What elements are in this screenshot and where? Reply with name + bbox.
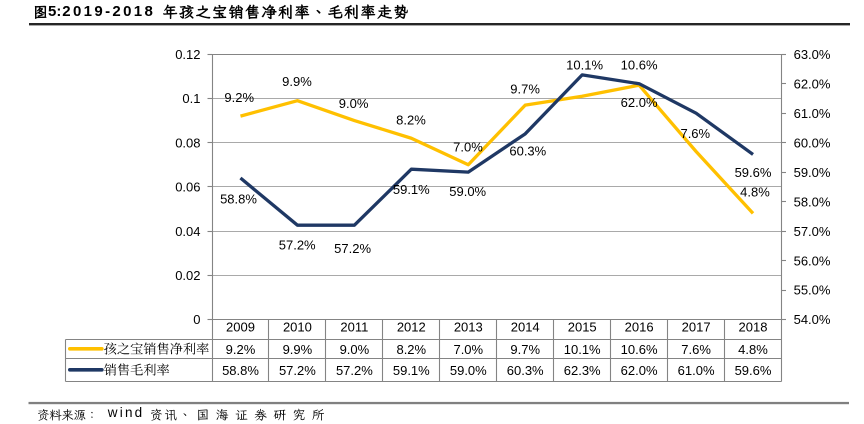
svg-text:2010: 2010 xyxy=(283,320,312,335)
svg-text:62.0%: 62.0% xyxy=(621,363,658,378)
svg-text:0.1: 0.1 xyxy=(182,91,200,106)
svg-text:58.8%: 58.8% xyxy=(222,363,259,378)
svg-text:60.0%: 60.0% xyxy=(794,135,831,150)
svg-text:7.0%: 7.0% xyxy=(453,342,483,357)
svg-text:58.0%: 58.0% xyxy=(794,194,831,209)
svg-text:10.6%: 10.6% xyxy=(621,342,658,357)
svg-text:61.0%: 61.0% xyxy=(678,363,715,378)
svg-text:60.3%: 60.3% xyxy=(507,363,544,378)
svg-text:63.0%: 63.0% xyxy=(794,47,831,62)
svg-text:59.0%: 59.0% xyxy=(449,184,486,199)
svg-text:0.06: 0.06 xyxy=(175,180,200,195)
svg-text:2014: 2014 xyxy=(511,320,540,335)
svg-text:10.6%: 10.6% xyxy=(621,58,658,73)
svg-text:9.7%: 9.7% xyxy=(510,81,540,96)
svg-text:0.08: 0.08 xyxy=(175,135,200,150)
svg-text:57.2%: 57.2% xyxy=(336,363,373,378)
svg-text:9.0%: 9.0% xyxy=(339,96,369,111)
svg-text:0.04: 0.04 xyxy=(175,224,200,239)
svg-text:8.2%: 8.2% xyxy=(396,113,426,128)
svg-text:59.1%: 59.1% xyxy=(393,363,430,378)
svg-text:10.1%: 10.1% xyxy=(564,342,601,357)
svg-text:57.2%: 57.2% xyxy=(279,363,316,378)
svg-text:61.0%: 61.0% xyxy=(794,106,831,121)
svg-text:57.2%: 57.2% xyxy=(279,238,316,253)
svg-text:9.2%: 9.2% xyxy=(224,90,254,105)
svg-text:2017: 2017 xyxy=(682,320,711,335)
svg-text:2015: 2015 xyxy=(568,320,597,335)
svg-text:0.12: 0.12 xyxy=(175,47,200,62)
svg-text:58.8%: 58.8% xyxy=(220,192,257,207)
svg-text:2019-2018: 2019-2018 xyxy=(62,3,155,20)
svg-text:56.0%: 56.0% xyxy=(794,253,831,268)
svg-text:4.8%: 4.8% xyxy=(740,185,770,200)
svg-text:62.0%: 62.0% xyxy=(794,76,831,91)
svg-text:9.9%: 9.9% xyxy=(283,342,313,357)
svg-text:9.9%: 9.9% xyxy=(282,74,312,89)
svg-text:57.0%: 57.0% xyxy=(794,224,831,239)
svg-text:2013: 2013 xyxy=(454,320,483,335)
svg-text:57.2%: 57.2% xyxy=(334,241,371,256)
svg-text:7.6%: 7.6% xyxy=(680,126,710,141)
svg-text:5:: 5: xyxy=(48,3,61,20)
svg-text:2016: 2016 xyxy=(625,320,654,335)
svg-text:59.6%: 59.6% xyxy=(735,363,772,378)
svg-text:2009: 2009 xyxy=(226,320,255,335)
svg-text:55.0%: 55.0% xyxy=(794,283,831,298)
svg-text:59.0%: 59.0% xyxy=(450,363,487,378)
svg-text:59.0%: 59.0% xyxy=(794,165,831,180)
svg-text:59.1%: 59.1% xyxy=(393,182,430,197)
svg-text:10.1%: 10.1% xyxy=(566,58,603,73)
svg-text:7.0%: 7.0% xyxy=(453,140,483,155)
svg-text:54.0%: 54.0% xyxy=(794,312,831,327)
svg-text:wind: wind xyxy=(107,405,145,420)
svg-text:2011: 2011 xyxy=(340,320,368,335)
svg-text:2018: 2018 xyxy=(739,320,768,335)
svg-text:59.6%: 59.6% xyxy=(735,165,772,180)
svg-text:9.0%: 9.0% xyxy=(340,342,370,357)
svg-text:62.3%: 62.3% xyxy=(564,363,601,378)
svg-text:7.6%: 7.6% xyxy=(681,342,711,357)
svg-text:62.0%: 62.0% xyxy=(621,95,658,110)
svg-text:0.02: 0.02 xyxy=(175,268,200,283)
svg-text:0: 0 xyxy=(193,312,200,327)
svg-text:60.3%: 60.3% xyxy=(509,144,546,159)
svg-text:2012: 2012 xyxy=(397,320,426,335)
svg-text:9.2%: 9.2% xyxy=(226,342,256,357)
svg-text:8.2%: 8.2% xyxy=(396,342,426,357)
svg-text:9.7%: 9.7% xyxy=(510,342,540,357)
svg-text:4.8%: 4.8% xyxy=(738,342,768,357)
